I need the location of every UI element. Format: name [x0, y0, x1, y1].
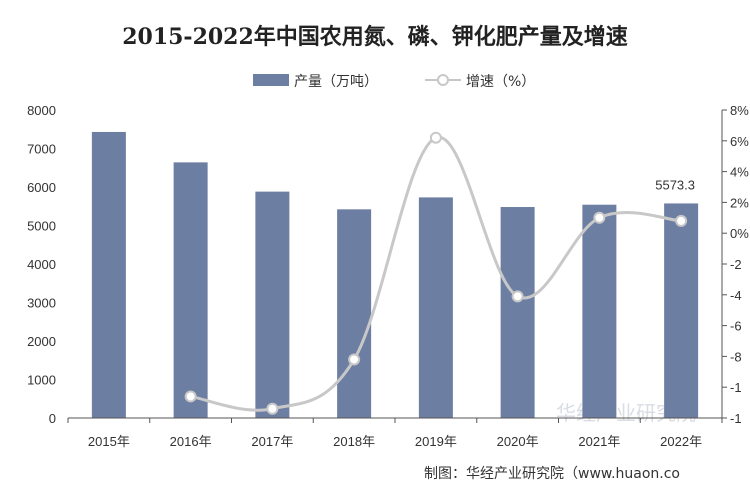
right-tick-label: -1	[730, 380, 742, 395]
bar	[664, 203, 699, 418]
growth-point	[675, 214, 688, 227]
bar	[91, 131, 126, 418]
bar	[500, 207, 535, 418]
data-label: 5573.3	[655, 177, 695, 192]
x-tick-label: 2021年	[578, 434, 620, 449]
right-tick-label: -6	[730, 319, 742, 334]
left-tick-label: 7000	[27, 142, 56, 157]
growth-point	[184, 390, 197, 403]
legend-bar-swatch	[253, 74, 289, 86]
growth-point	[429, 131, 442, 144]
x-tick-label: 2016年	[170, 434, 212, 449]
left-tick-label: 5000	[27, 219, 56, 234]
growth-point	[266, 402, 279, 415]
legend-line-marker	[437, 74, 449, 86]
growth-line	[184, 131, 688, 415]
x-axis-labels: 2015年 2016年 2017年 2018年 2019年 2020年 2021年 2022年	[67, 418, 723, 449]
right-tick-label: -2	[730, 257, 742, 272]
bar	[173, 162, 208, 418]
right-tick-label: 4%	[730, 165, 749, 180]
legend-bar-label: 产量（万吨）	[294, 74, 378, 90]
growth-point	[511, 290, 524, 303]
x-tick-label: 2018年	[333, 434, 375, 449]
source-note: 制图：华经产业研究院（www.huaon.co	[424, 466, 680, 482]
bar	[337, 209, 372, 418]
x-tick-label: 2022年	[660, 434, 702, 449]
left-tick-label: 3000	[27, 296, 56, 311]
right-tick-label: 0%	[730, 226, 749, 241]
x-tick-label: 2017年	[251, 434, 293, 449]
legend: 产量（万吨） 增速（%）	[253, 74, 535, 90]
right-tick-label: 6%	[730, 134, 749, 149]
bar	[255, 191, 290, 418]
right-tick-label: -4	[730, 288, 742, 303]
right-tick-label: 8%	[730, 103, 749, 118]
bar	[418, 197, 453, 418]
right-tick-label: -8	[730, 349, 742, 364]
bar	[582, 204, 617, 418]
data-labels: 5573.3	[655, 177, 695, 192]
left-tick-label: 0	[49, 411, 56, 426]
x-tick-label: 2015年	[88, 434, 130, 449]
bars	[91, 131, 699, 418]
left-tick-label: 6000	[27, 180, 56, 195]
chart-title: 2015-2022年中国农用氮、磷、钾化肥产量及增速	[122, 24, 628, 50]
left-tick-label: 1000	[27, 373, 56, 388]
right-tick-label: -1	[730, 411, 742, 426]
right-tick-label: 2%	[730, 195, 749, 210]
growth-point	[593, 211, 606, 224]
growth-point	[348, 353, 361, 366]
left-tick-label: 8000	[27, 103, 56, 118]
x-tick-label: 2020年	[497, 434, 539, 449]
left-tick-label: 2000	[27, 334, 56, 349]
legend-line-label: 增速（%）	[466, 74, 535, 90]
x-tick-label: 2019年	[415, 434, 457, 449]
left-axis-ticks: 0 1000 2000 3000 4000 5000 6000 7000 8000	[27, 103, 56, 426]
right-axis-ticks: -1 -1 -8 -6 -4 -2 0% 2% 4% 6% 8%	[722, 103, 749, 426]
left-tick-label: 4000	[27, 257, 56, 272]
